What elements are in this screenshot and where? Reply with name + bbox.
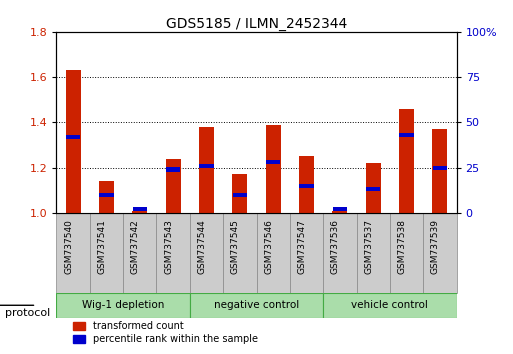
Bar [190,293,323,318]
Text: GSM737539: GSM737539 [431,219,440,274]
Bar [323,213,357,293]
Text: GSM737543: GSM737543 [164,219,173,274]
Text: GSM737536: GSM737536 [331,219,340,274]
Bar [423,213,457,293]
Text: negative control: negative control [214,300,299,310]
Text: GSM737540: GSM737540 [64,219,73,274]
Bar [123,213,156,293]
Bar [432,129,447,213]
Bar [56,213,90,293]
Bar [433,166,447,170]
Bar [199,127,214,213]
Bar [299,156,314,213]
Bar [200,164,213,168]
Bar [223,213,256,293]
Text: GSM737547: GSM737547 [298,219,306,274]
Bar [266,125,281,213]
Text: GSM737545: GSM737545 [231,219,240,274]
Text: protocol: protocol [5,308,50,318]
Bar [166,167,180,171]
Bar [133,207,147,211]
Bar [66,70,81,213]
Bar [333,207,347,211]
Bar [256,213,290,293]
Text: Wig-1 depletion: Wig-1 depletion [82,300,164,310]
Bar [232,175,247,213]
Bar [400,133,413,137]
Bar [266,160,280,164]
Text: GSM737538: GSM737538 [398,219,406,274]
Bar [90,213,123,293]
Text: GSM737542: GSM737542 [131,219,140,274]
Bar [99,181,114,213]
Bar [56,293,190,318]
Title: GDS5185 / ILMN_2452344: GDS5185 / ILMN_2452344 [166,17,347,31]
Bar [357,213,390,293]
Legend: transformed count, percentile rank within the sample: transformed count, percentile rank withi… [73,321,258,344]
Bar [233,193,247,197]
Bar [390,213,423,293]
Bar [366,163,381,213]
Bar [290,213,323,293]
Text: GSM737541: GSM737541 [97,219,106,274]
Bar [323,293,457,318]
Text: GSM737544: GSM737544 [198,219,206,274]
Bar [366,187,380,192]
Bar [100,193,113,197]
Text: GSM737546: GSM737546 [264,219,273,274]
Bar [190,213,223,293]
Text: GSM737537: GSM737537 [364,219,373,274]
Bar [156,213,190,293]
Bar [399,109,414,213]
Bar [132,211,147,213]
Bar [66,135,80,139]
Bar [332,211,347,213]
Bar [300,184,313,188]
Bar [166,159,181,213]
Text: vehicle control: vehicle control [351,300,428,310]
